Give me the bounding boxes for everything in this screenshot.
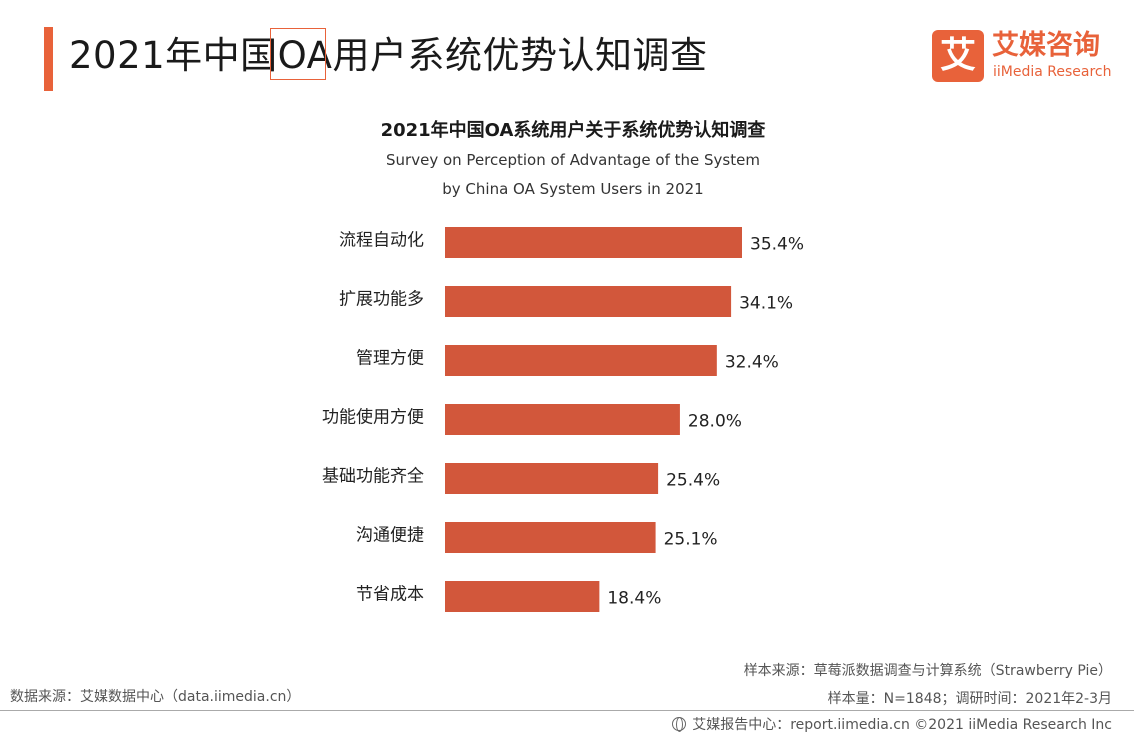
value-label: 18.4%	[607, 589, 661, 609]
value-label: 32.4%	[725, 353, 779, 373]
category-label: 基础功能齐全	[322, 467, 424, 487]
bar	[445, 286, 732, 317]
bar	[445, 522, 656, 553]
bar	[445, 227, 742, 258]
page-title: 2021年中国OA用户系统优势认知调查	[69, 34, 708, 77]
value-label: 25.1%	[664, 530, 718, 550]
category-label: 功能使用方便	[322, 407, 424, 428]
logo-mark-icon: 艾	[932, 30, 984, 82]
value-label: 35.4%	[750, 235, 804, 255]
value-label: 25.4%	[666, 471, 720, 491]
title-highlight-box	[270, 28, 326, 80]
logo-name-en: iiMedia Research	[993, 64, 1112, 80]
bar	[445, 345, 717, 376]
category-label: 管理方便	[356, 349, 424, 369]
category-label: 流程自动化	[339, 231, 424, 251]
report-center-footer: 艾媒报告中心：report.iimedia.cn ©2021 iiMedia R…	[672, 714, 1112, 734]
iimedia-logo: 艾 艾媒咨询 iiMedia Research	[932, 30, 1122, 86]
chart-title: 2021年中国OA系统用户关于系统优势认知调查	[380, 120, 766, 141]
chart-subtitle-line-1: Survey on Perception of Advantage of the…	[386, 151, 760, 169]
data-source: 数据来源：艾媒数据中心（data.iimedia.cn）	[10, 689, 301, 705]
report-center-text: 艾媒报告中心：report.iimedia.cn ©2021 iiMedia R…	[692, 717, 1112, 733]
chart-subtitle-line-2: by China OA System Users in 2021	[442, 180, 704, 198]
bar	[445, 463, 659, 494]
sample-info: 样本量：N=1848；调研时间：2021年2-3月	[827, 691, 1112, 707]
value-label: 34.1%	[739, 294, 793, 314]
logo-name-cn: 艾媒咨询	[992, 30, 1100, 61]
category-label: 节省成本	[356, 585, 424, 605]
bar	[445, 581, 600, 612]
sample-source: 样本来源：草莓派数据调查与计算系统（Strawberry Pie）	[743, 663, 1112, 679]
bar-chart: 流程自动化 35.4% 扩展功能多 34.1% 管理方便 32.4% 功能使用方便 28.0%…	[322, 227, 804, 612]
category-label: 扩展功能多	[339, 290, 424, 310]
value-label: 28.0%	[688, 412, 742, 432]
title-accent-bar	[44, 27, 53, 91]
globe-icon	[672, 717, 687, 732]
footer-divider	[0, 710, 1134, 711]
category-label: 沟通便捷	[356, 526, 424, 546]
bar	[445, 404, 680, 435]
